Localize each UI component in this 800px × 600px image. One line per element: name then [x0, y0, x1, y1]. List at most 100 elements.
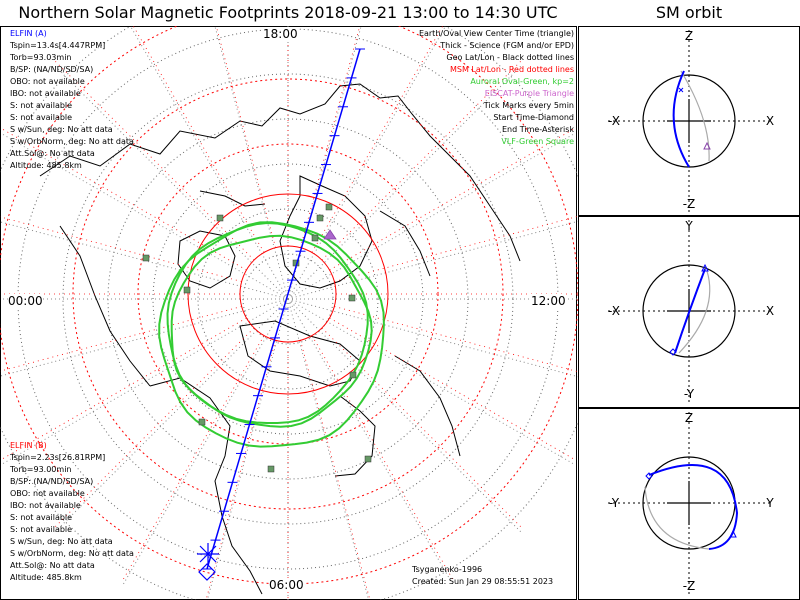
panel-label-left: -Y	[609, 496, 620, 510]
coastline	[394, 355, 461, 457]
vlf-station-marker	[142, 254, 150, 262]
vlf-station-marker	[325, 203, 333, 211]
elfin-a-line: IBO: not available	[10, 89, 81, 98]
vlf-station-marker	[267, 465, 275, 473]
created-timestamp: Created: Sun Jan 29 08:55:51 2023	[412, 577, 554, 586]
eiscat-triangle	[323, 229, 337, 240]
geo-meridian	[287, 298, 578, 378]
satellite-track	[197, 48, 365, 581]
msm-meridian	[321, 327, 522, 528]
legend-item: End Time-Asterisk	[501, 125, 574, 134]
elfin-b-line: Att.Sol@: No att data	[10, 561, 95, 570]
orbit-start-diamond	[669, 348, 677, 356]
panel-label-top: Z	[685, 411, 693, 425]
panel-label-top: Z	[685, 29, 693, 43]
geo-meridian	[287, 220, 578, 300]
legend: Earth/Oval View Center Time (triangle) T…	[419, 28, 574, 148]
elfin-b-line: S w/Sun, deg: No att data	[10, 537, 113, 546]
sm-orbit-panel-xy: Y -Y -X X	[578, 216, 800, 408]
legend-item: Thick - Science (FGM and/or EPD)	[440, 41, 574, 50]
msm-meridian	[329, 128, 574, 271]
msm-meridian	[0, 216, 242, 282]
orbit-trace	[672, 70, 690, 168]
geo-latitude-circle	[197, 208, 379, 390]
geo-meridian	[287, 133, 575, 300]
coastline	[279, 175, 373, 289]
legend-item: Auroral Oval-Green, kp=2	[470, 77, 574, 86]
orbit-trace	[648, 464, 739, 550]
elfin-b-line: Tspin=2.23s[26.81RPM]	[10, 453, 106, 462]
panel-label-right: Y	[765, 496, 774, 510]
coastline	[334, 395, 376, 477]
msm-latitude-circle	[187, 193, 389, 395]
mlt-label-bottom: 06:00	[269, 578, 304, 592]
mlt-label-top: 18:00	[263, 27, 298, 41]
start-time-diamond	[198, 563, 216, 581]
vlf-station-marker	[311, 234, 319, 242]
panel-label-bottom: -Z	[683, 579, 696, 593]
legend-item: VLF-Green Square	[501, 137, 574, 146]
elfin-a-line: OBO: not available	[10, 77, 85, 86]
msm-meridian	[2, 317, 247, 460]
elfin-b-line: S: not available	[10, 525, 73, 534]
msm-meridian	[300, 26, 361, 248]
geo-meridian	[214, 26, 289, 300]
msm-meridian	[321, 60, 522, 261]
auroral-oval-inner	[170, 234, 373, 428]
msm-meridian	[2, 128, 247, 271]
vlf-stations	[142, 203, 372, 473]
msm-meridian	[215, 26, 276, 248]
geo-meridian	[287, 26, 447, 300]
elfin-b-line: B/SP: (NA/ND/SD/SA)	[10, 477, 94, 486]
coastline	[39, 83, 521, 262]
geo-meridian	[1, 133, 289, 300]
coastline	[59, 225, 151, 387]
panel-label-left: -X	[608, 114, 620, 128]
legend-item: Earth/Oval View Center Time (triangle)	[418, 29, 574, 38]
panel-label-right: X	[766, 304, 774, 318]
auroral-oval	[158, 221, 385, 448]
elfin-a-line: Att.Sol@: No att data	[10, 149, 95, 158]
geo-meridian	[206, 298, 289, 600]
orbit-end-asterisk	[678, 87, 684, 93]
legend-item: Geo Lat/Lon - Black dotted lines	[446, 53, 574, 62]
vlf-station-marker	[364, 455, 372, 463]
panel-label-bottom: -Y	[684, 387, 695, 401]
elfin-b-name: ELFIN (B)	[10, 441, 47, 450]
elfin-a-line: S w/OrbNorm, deg: No att data	[10, 137, 134, 146]
msm-meridian	[334, 306, 578, 373]
elfin-a-line: S: not available	[10, 113, 73, 122]
elfin-b-info: ELFIN (B) Tspin=2.23s[26.81RPM] Torb=93.…	[10, 440, 134, 584]
geo-latitude-circle	[152, 163, 424, 435]
model-credit: Tsyganenko-1996	[412, 565, 483, 574]
elfin-a-line: Torb=93.03min	[10, 53, 72, 62]
panel-label-bottom: -Z	[683, 197, 696, 211]
coastline	[239, 320, 361, 387]
coastline	[199, 190, 266, 207]
geo-meridian	[287, 298, 454, 586]
elfin-a-line: S: not available	[10, 101, 73, 110]
elfin-b-line: S: not available	[10, 513, 73, 522]
elfin-a-line: S w/Sun, deg: No att data	[10, 125, 113, 134]
orbit-other	[680, 70, 710, 162]
elfin-a-line: Tspin=13.4s[4.447RPM]	[10, 41, 106, 50]
orbit-start-diamond	[645, 472, 653, 480]
msm-meridian	[205, 340, 276, 600]
msm-meridian	[300, 340, 371, 600]
mlt-label-right: 12:00	[531, 294, 566, 308]
earth-circle	[642, 264, 736, 358]
geo-meridian	[0, 221, 289, 300]
vlf-station-marker	[348, 294, 356, 302]
geo-meridian	[287, 26, 362, 300]
geo-meridian	[0, 298, 289, 377]
elfin-b-line: Torb=93.00min	[10, 465, 72, 474]
msm-meridian	[334, 215, 578, 282]
elfin-a-line: Altitude: 485.8km	[10, 161, 82, 170]
coastline	[379, 210, 431, 277]
msm-meridian	[54, 60, 255, 261]
coastline	[149, 377, 263, 595]
orbit-other	[644, 486, 710, 550]
msm-meridian	[54, 327, 255, 528]
orbit-view-triangle	[703, 141, 711, 150]
legend-item: Start Time-Diamond	[493, 113, 574, 122]
